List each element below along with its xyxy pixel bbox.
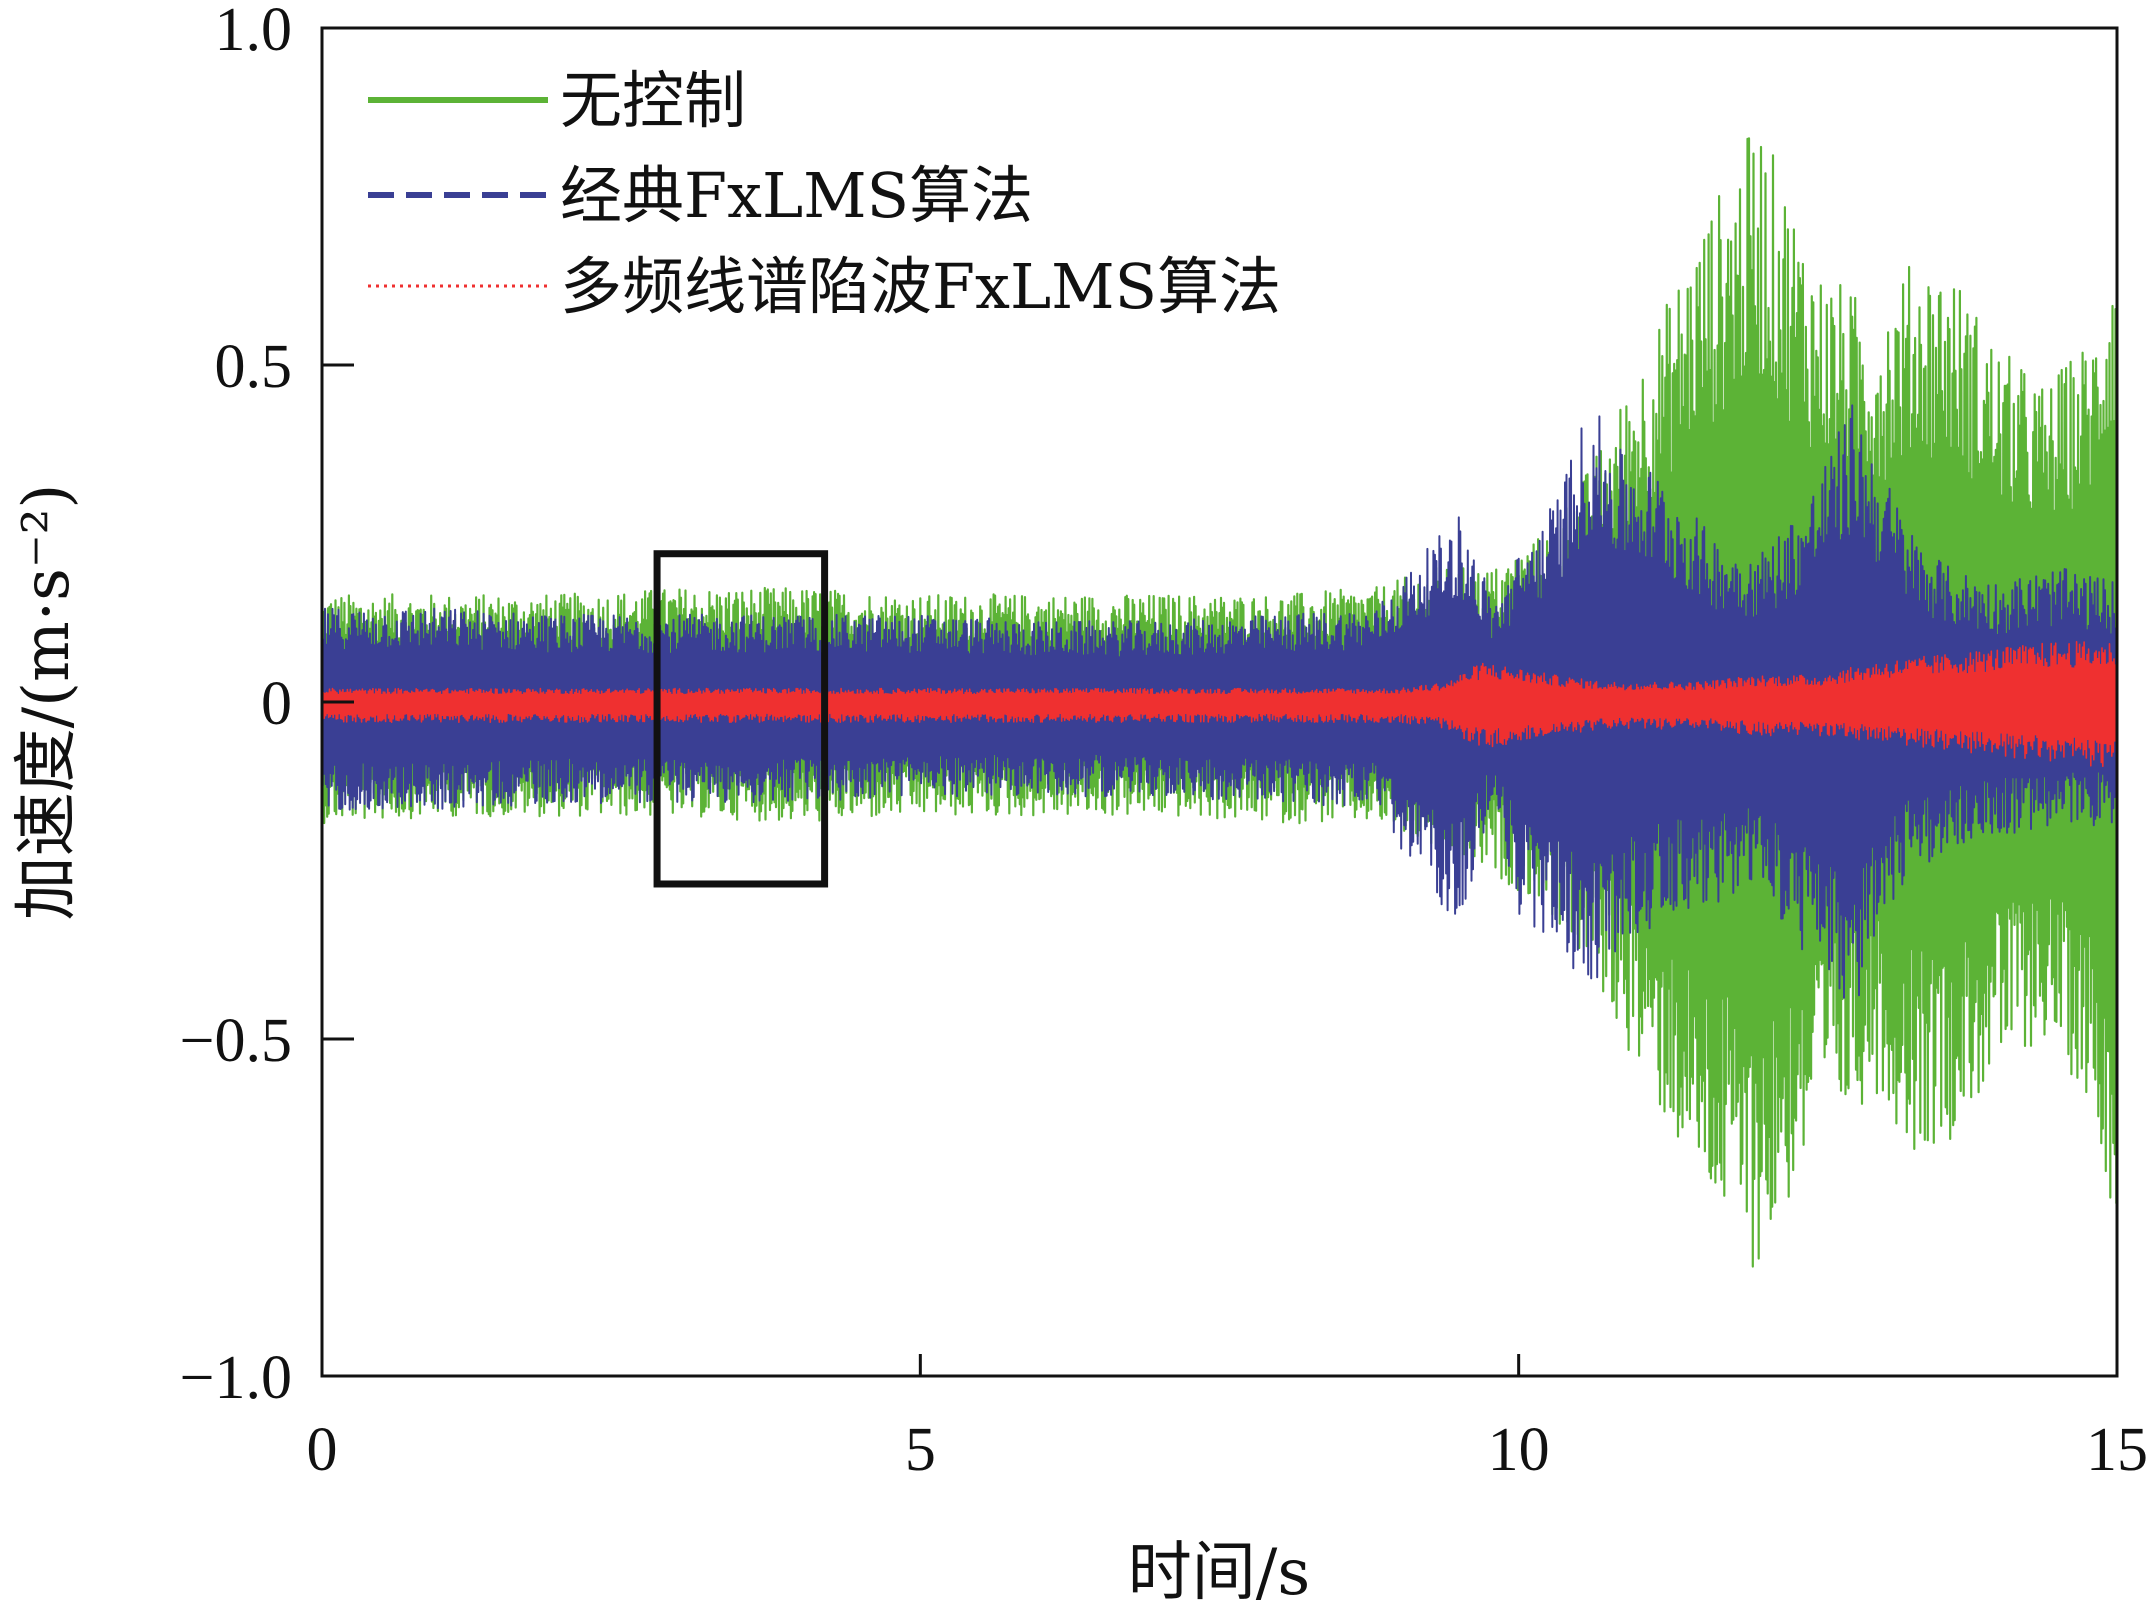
y-tick-label-1: 0.5 xyxy=(215,333,293,401)
x-tick-label-0: 0 xyxy=(307,1416,338,1484)
y-tick-label-3: −0.5 xyxy=(180,1007,292,1075)
y-tick-label-4: −1.0 xyxy=(180,1344,292,1412)
x-tick-labels: 0 5 10 15 xyxy=(307,1416,2149,1484)
series-0 xyxy=(322,137,2117,1268)
series-2 xyxy=(322,640,2117,768)
legend: 无控制 经典FxLMS算法 多频线谱陷波FxLMS算法 xyxy=(368,64,1281,323)
annotation-layer xyxy=(653,550,829,888)
legend-label-multi-notch-fxlms: 多频线谱陷波FxLMS算法 xyxy=(560,250,1281,323)
series-line-0 xyxy=(322,137,2117,1268)
axes-layer xyxy=(320,26,2119,1378)
series-line-1 xyxy=(322,404,2117,999)
x-tick-label-3: 15 xyxy=(2086,1416,2148,1484)
series-1 xyxy=(322,404,2117,999)
legend-label-classic-fxlms: 经典FxLMS算法 xyxy=(560,159,1033,232)
y-tick-labels: 1.0 0.5 0 −0.5 −1.0 xyxy=(180,0,292,1412)
x-axis-label: 时间/s xyxy=(1128,1536,1310,1606)
x-tick-label-2: 10 xyxy=(1488,1416,1550,1484)
zoom-box-0 xyxy=(653,550,829,888)
x-tick-label-1: 5 xyxy=(905,1416,936,1484)
series-layer xyxy=(322,137,2117,1268)
legend-label-no-control: 无控制 xyxy=(560,64,746,137)
y-axis-label: 加速度/(m·s⁻²) xyxy=(10,484,84,921)
y-tick-label-0: 1.0 xyxy=(215,0,293,64)
y-tick-label-2: 0 xyxy=(261,670,292,738)
series-line-2 xyxy=(322,640,2117,768)
